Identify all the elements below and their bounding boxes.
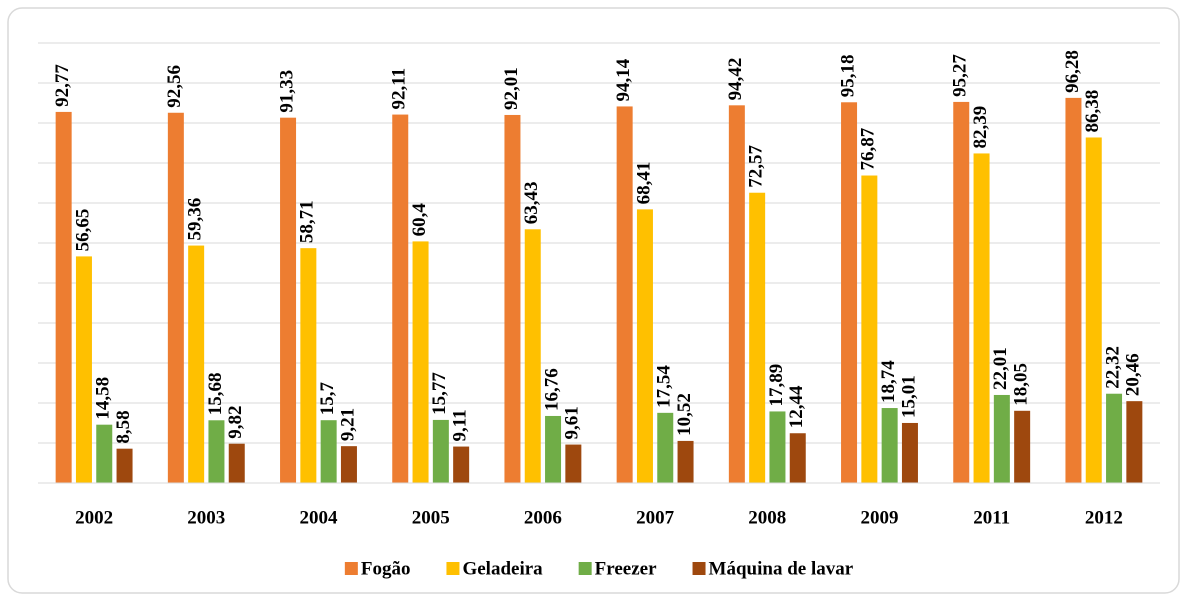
x-tick-label: 2006: [524, 507, 562, 528]
bar: [1106, 393, 1123, 483]
data-label: 20,46: [1123, 353, 1144, 396]
data-label: 17,89: [766, 364, 787, 407]
bar: [728, 105, 745, 483]
bar: [340, 446, 357, 483]
data-label: 95,27: [950, 54, 971, 97]
bar: [677, 440, 694, 483]
data-label: 14,58: [93, 377, 114, 420]
data-label: 91,33: [276, 70, 297, 113]
data-label: 72,57: [746, 144, 767, 187]
data-label: 56,65: [72, 209, 93, 252]
legend-label: Máquina de lavar: [709, 558, 854, 579]
bar: [901, 422, 918, 483]
bar: [320, 420, 337, 483]
bar: [1014, 410, 1031, 483]
data-label: 15,01: [898, 375, 919, 418]
data-label: 94,42: [725, 58, 746, 101]
data-label: 8,58: [113, 410, 134, 443]
data-label: 9,11: [450, 409, 471, 441]
bar: [1065, 97, 1082, 483]
bar: [841, 102, 858, 483]
bar: [75, 256, 92, 483]
bar: [545, 415, 562, 483]
data-label: 92,56: [164, 65, 185, 108]
bar: [1085, 137, 1102, 484]
legend-label: Fogão: [361, 558, 411, 579]
bar: [228, 443, 245, 483]
bar: [616, 106, 633, 483]
data-label: 22,01: [990, 347, 1011, 390]
data-label: 86,38: [1082, 90, 1103, 133]
bar: [504, 114, 521, 484]
data-label: 94,14: [613, 58, 634, 101]
data-label: 58,71: [297, 200, 318, 243]
data-label: 68,41: [633, 162, 654, 205]
x-tick-label: 2012: [1085, 507, 1123, 528]
data-label: 59,36: [185, 198, 206, 241]
data-label: 82,39: [970, 106, 991, 149]
legend-swatch: [692, 562, 706, 575]
bar: [96, 424, 113, 483]
x-tick-label: 2004: [300, 507, 339, 528]
bar: [749, 192, 766, 483]
data-label: 76,87: [858, 127, 879, 170]
bar: [789, 433, 806, 483]
data-label: 92,01: [501, 67, 522, 110]
legend-swatch: [578, 562, 592, 575]
data-label: 9,61: [562, 406, 583, 439]
data-label: 92,11: [389, 68, 410, 110]
x-tick-label: 2009: [861, 507, 899, 528]
bar: [993, 394, 1010, 483]
x-tick-label: 2005: [412, 507, 450, 528]
bar: [769, 411, 786, 483]
data-label: 15,68: [205, 373, 226, 416]
x-tick-label: 2008: [748, 507, 786, 528]
legend-label: Freezer: [595, 558, 657, 579]
bar: [861, 175, 878, 483]
data-label: 16,76: [541, 368, 562, 411]
bar: [280, 117, 297, 484]
data-label: 95,18: [837, 55, 858, 98]
bar: [167, 112, 184, 483]
x-tick-label: 2003: [187, 507, 225, 528]
data-label: 15,77: [429, 372, 450, 415]
legend-swatch: [446, 562, 460, 575]
bar: [432, 419, 449, 483]
bar: [524, 229, 541, 483]
data-label: 9,21: [337, 408, 358, 441]
data-label: 9,82: [225, 405, 246, 438]
data-label: 60,4: [409, 203, 430, 237]
bar: [188, 245, 205, 483]
data-label: 17,54: [654, 365, 675, 408]
bar: [55, 111, 72, 484]
x-tick-label: 2007: [636, 507, 675, 528]
legend-swatch: [344, 562, 358, 575]
bar: [565, 444, 582, 483]
data-label: 96,28: [1062, 50, 1083, 93]
bar: [636, 209, 653, 484]
data-label: 22,32: [1102, 346, 1123, 389]
data-label: 10,52: [674, 393, 695, 436]
bar: [392, 114, 409, 483]
bar: [453, 446, 470, 483]
data-label: 18,74: [878, 360, 899, 403]
data-label: 15,7: [317, 381, 338, 415]
x-tick-label: 2002: [75, 507, 113, 528]
legend-label: Geladeira: [462, 558, 543, 579]
x-tick-label: 2011: [973, 507, 1010, 528]
bar: [1126, 401, 1143, 483]
bar: [953, 101, 970, 484]
data-label: 92,77: [52, 64, 73, 107]
data-label: 12,44: [786, 385, 807, 428]
bar: [412, 241, 429, 483]
data-label: 18,05: [1011, 363, 1032, 406]
bar: [881, 408, 898, 483]
bar: [973, 153, 990, 483]
bar: [116, 448, 133, 483]
bar: [657, 412, 674, 483]
data-label: 63,43: [521, 182, 542, 225]
bar: [208, 420, 225, 483]
bar: [300, 248, 317, 483]
